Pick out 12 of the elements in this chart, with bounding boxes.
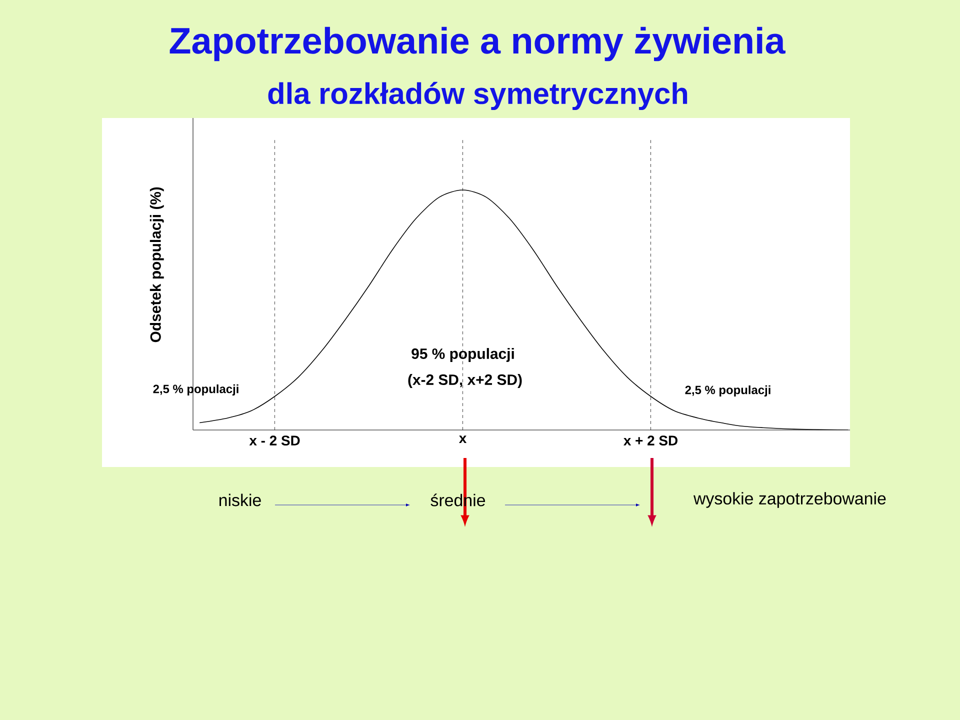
x-tick-label: x + 2 SD: [624, 436, 678, 446]
x-tick-label: x - 2 SD: [249, 436, 300, 446]
x-tick-label: x: [458, 436, 467, 443]
chart-subtitle: dla rozkładów symetrycznych: [268, 82, 688, 110]
annotation: 2,5 % populacji: [685, 385, 770, 397]
chart-title: Zapotrzebowanie a normy żywienia: [170, 26, 786, 62]
annotation: 95 % populacji: [412, 348, 514, 362]
text: wysokie zapotrzebowanie: [693, 492, 886, 508]
y-axis-title: Odsetek populacji (%): [150, 187, 164, 342]
annotation: (x-2 SD, x+2 SD): [408, 374, 522, 388]
annotation: 2,5 % populacji: [153, 384, 238, 396]
text: niskie: [219, 494, 261, 506]
